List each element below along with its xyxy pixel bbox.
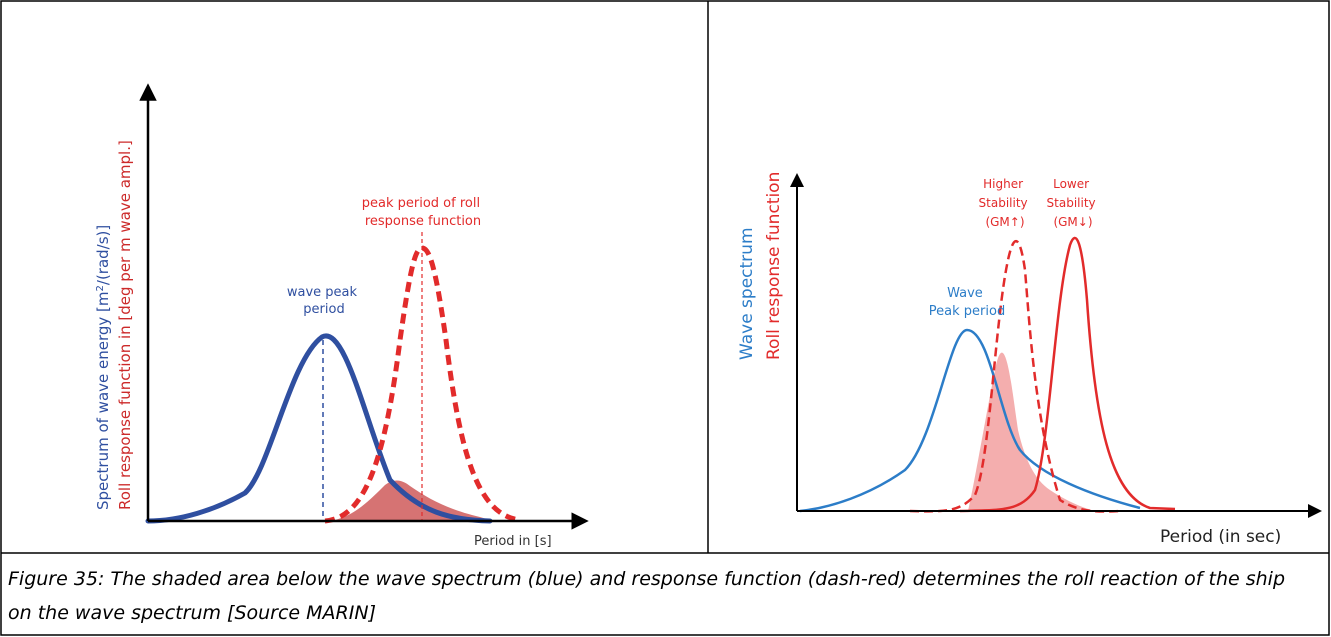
right-lower-stability-curve [959, 236, 1176, 513]
left-roll-peak-label: peak period of roll response function [362, 196, 484, 229]
left-x-axis-label: Period in [s] [474, 534, 552, 549]
left-chart: Spectrum of wave energy [m2/(rad/s)] Rol… [94, 83, 589, 549]
right-y-axis-label-red: Roll response function [764, 172, 784, 360]
right-x-axis-label: Period (in sec) [1160, 527, 1281, 547]
left-wave-spectrum-curve [145, 333, 493, 524]
right-y-axis-label-blue: Wave spectrum [737, 227, 757, 360]
left-y-axis-label-blue: Spectrum of wave energy [m2/(rad/s)] [94, 225, 112, 510]
right-higher-stability-label: Higher Stability (GM↑) [979, 177, 1032, 229]
right-lower-stability-label: Lower Stability (GM↓) [1047, 177, 1100, 229]
left-y-axis-label-red: Roll response function in [deg per m wav… [116, 140, 134, 510]
right-wave-spectrum-curve [799, 328, 1141, 513]
right-wave-peak-label: Wave Peak period [929, 286, 1005, 319]
figure-caption: Figure 35: The shaded area below the wav… [8, 568, 1286, 624]
left-wave-peak-label: wave peak period [287, 285, 361, 317]
left-roll-response-curve [324, 245, 521, 524]
right-chart: Wave spectrum Roll response function Wav… [737, 172, 1322, 547]
right-higher-stability-curve [909, 239, 1121, 513]
